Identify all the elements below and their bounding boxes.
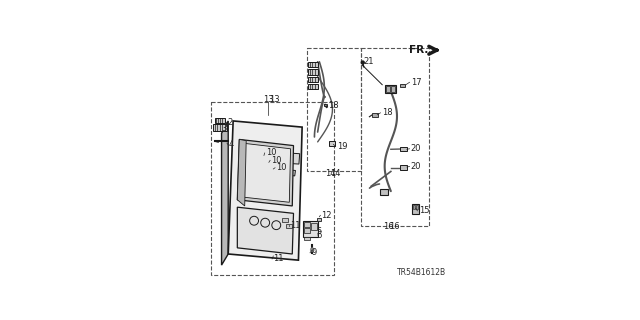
Text: 20: 20: [411, 162, 421, 171]
Bar: [361, 48, 429, 226]
Text: 12: 12: [321, 211, 332, 220]
Text: 16: 16: [383, 222, 394, 231]
Bar: [380, 189, 388, 195]
Bar: [400, 165, 407, 170]
Text: 11: 11: [273, 254, 284, 263]
Bar: [211, 102, 334, 275]
Text: 15: 15: [419, 206, 429, 215]
Bar: [413, 205, 415, 209]
Polygon shape: [237, 140, 246, 206]
Text: 6: 6: [317, 231, 322, 240]
Bar: [386, 86, 390, 92]
Bar: [305, 228, 310, 233]
Polygon shape: [221, 121, 228, 265]
Bar: [214, 118, 225, 123]
Text: 21: 21: [364, 57, 374, 66]
Text: 9: 9: [311, 248, 317, 257]
Text: 16: 16: [389, 222, 400, 231]
Text: TR54B1612B: TR54B1612B: [397, 268, 446, 277]
Text: 18: 18: [381, 108, 392, 117]
Bar: [390, 86, 394, 92]
Bar: [308, 84, 317, 89]
Text: 13: 13: [269, 95, 280, 104]
Bar: [282, 218, 288, 222]
Text: 17: 17: [411, 78, 421, 87]
Bar: [311, 223, 317, 230]
Bar: [303, 221, 318, 237]
Circle shape: [310, 248, 314, 252]
Text: 14: 14: [330, 169, 341, 178]
Text: 20: 20: [411, 144, 421, 153]
Text: 10: 10: [276, 163, 287, 172]
Text: FR.: FR.: [409, 45, 428, 55]
Text: 19: 19: [337, 142, 348, 151]
Text: 10: 10: [266, 148, 276, 157]
Text: 5: 5: [317, 227, 322, 236]
Text: 11: 11: [290, 221, 300, 230]
Bar: [307, 48, 361, 172]
Bar: [324, 104, 327, 106]
Bar: [305, 237, 310, 240]
Bar: [308, 62, 317, 67]
Text: 4: 4: [229, 140, 234, 149]
Polygon shape: [228, 121, 302, 260]
Bar: [213, 124, 227, 131]
Bar: [385, 85, 396, 92]
Bar: [329, 141, 335, 146]
Polygon shape: [276, 152, 300, 164]
Text: 18: 18: [328, 101, 339, 110]
Bar: [286, 224, 292, 228]
Bar: [412, 204, 419, 214]
Bar: [308, 76, 317, 82]
Polygon shape: [237, 207, 294, 254]
Bar: [400, 147, 407, 151]
Polygon shape: [276, 169, 296, 176]
Text: 3: 3: [221, 124, 227, 133]
Bar: [372, 113, 378, 117]
Bar: [416, 205, 419, 209]
Circle shape: [361, 61, 364, 64]
Text: 2: 2: [227, 118, 233, 127]
Polygon shape: [241, 143, 291, 202]
Bar: [400, 84, 404, 87]
Polygon shape: [237, 140, 294, 206]
Bar: [308, 69, 317, 75]
Text: 13: 13: [263, 95, 274, 104]
Bar: [317, 218, 321, 221]
Text: 10: 10: [271, 156, 282, 165]
Text: 14: 14: [324, 169, 335, 178]
Bar: [305, 222, 310, 227]
